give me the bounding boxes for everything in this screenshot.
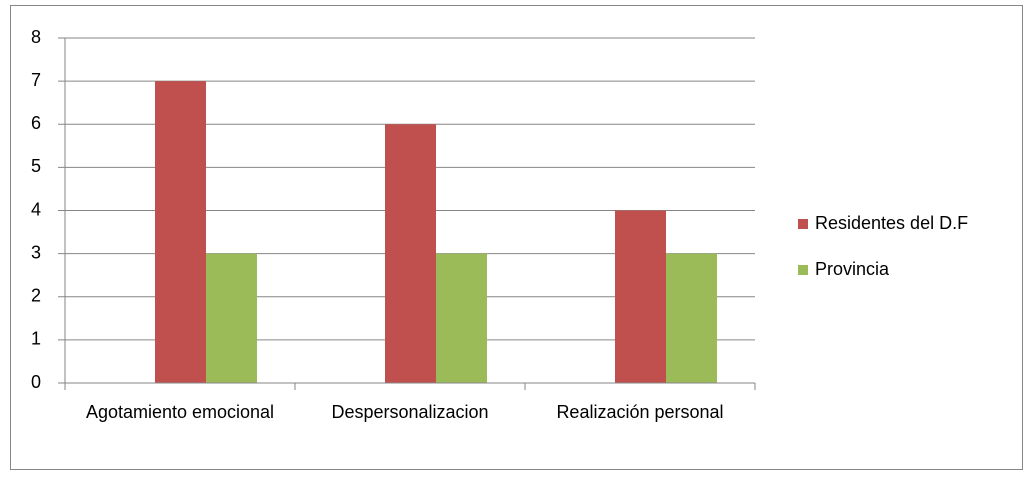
bar	[436, 253, 487, 383]
y-tick-label: 8	[31, 27, 41, 47]
bar	[206, 253, 257, 383]
bar	[155, 81, 206, 383]
y-tick-label: 4	[31, 199, 41, 219]
legend-swatch	[798, 265, 808, 275]
x-tick-label: Agotamiento emocional	[86, 402, 274, 422]
bar	[615, 210, 666, 383]
y-tick-label: 0	[31, 372, 41, 392]
y-tick-label: 6	[31, 113, 41, 133]
bar	[385, 124, 436, 383]
y-tick-label: 3	[31, 242, 41, 262]
y-tick-label: 5	[31, 156, 41, 176]
legend-label: Residentes del D.F	[815, 213, 968, 233]
legend-label: Provincia	[815, 259, 890, 279]
y-tick-label: 7	[31, 70, 41, 90]
y-tick-label: 1	[31, 329, 41, 349]
x-tick-label: Realización personal	[556, 402, 723, 422]
bar	[666, 253, 717, 383]
legend-swatch	[798, 219, 808, 229]
y-tick-label: 2	[31, 286, 41, 306]
x-tick-label: Despersonalizacion	[331, 402, 488, 422]
